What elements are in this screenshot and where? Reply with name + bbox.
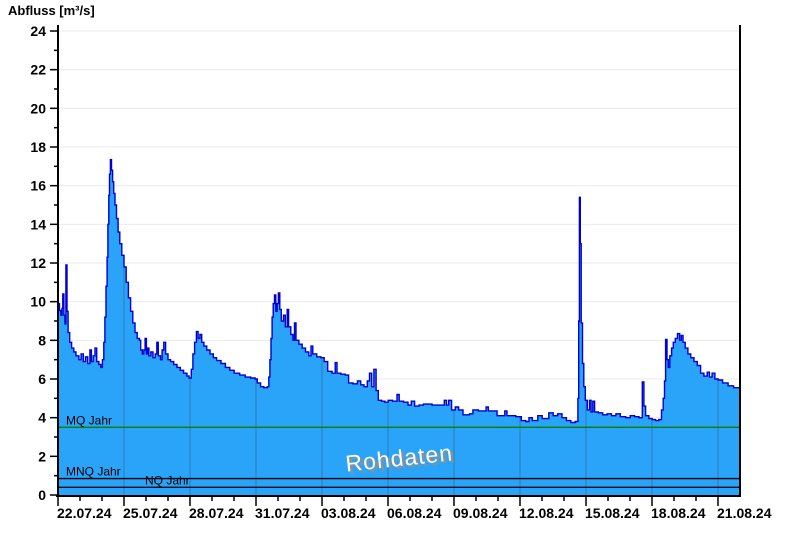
chart-title: Abfluss [m³/s] bbox=[8, 3, 95, 18]
y-tick-label: 2 bbox=[38, 448, 46, 464]
y-tick-label: 20 bbox=[30, 100, 46, 116]
y-tick-label: 10 bbox=[30, 294, 46, 310]
x-tick-label: 18.08.24 bbox=[651, 505, 706, 521]
reference-line-mq-jahr: MQ Jahr bbox=[58, 413, 740, 428]
x-tick-label: 12.08.24 bbox=[519, 505, 574, 521]
y-tick-label: 18 bbox=[30, 139, 46, 155]
reference-line-nq-jahr: NQ Jahr bbox=[58, 473, 740, 488]
reference-line-label: MNQ Jahr bbox=[66, 465, 121, 479]
y-tick-label: 0 bbox=[38, 487, 46, 503]
x-tick-label: 03.08.24 bbox=[321, 505, 376, 521]
y-tick-label: 12 bbox=[30, 255, 46, 271]
x-tick-label: 25.07.24 bbox=[123, 505, 178, 521]
y-tick-label: 6 bbox=[38, 371, 46, 387]
x-tick-label: 28.07.24 bbox=[189, 505, 244, 521]
reference-line-label: MQ Jahr bbox=[66, 413, 112, 427]
reference-line-mnq-jahr: MNQ Jahr bbox=[58, 465, 740, 480]
x-tick-label: 31.07.24 bbox=[255, 505, 310, 521]
y-tick-label: 22 bbox=[30, 62, 46, 78]
y-tick-label: 16 bbox=[30, 178, 46, 194]
x-tick-label: 22.07.24 bbox=[57, 505, 112, 521]
x-tick-label: 06.08.24 bbox=[387, 505, 442, 521]
y-axis-ticks bbox=[50, 30, 57, 496]
reference-line-label: NQ Jahr bbox=[145, 473, 190, 487]
y-tick-label: 14 bbox=[30, 216, 46, 232]
y-tick-label: 24 bbox=[30, 23, 46, 39]
discharge-area-fill bbox=[58, 159, 740, 495]
x-axis-ticks bbox=[57, 497, 719, 506]
y-tick-label: 4 bbox=[38, 410, 46, 426]
x-tick-label: 09.08.24 bbox=[453, 505, 508, 521]
y-tick-label: 8 bbox=[38, 332, 46, 348]
discharge-line bbox=[58, 158, 741, 424]
x-axis-labels: 22.07.24 25.07.24 28.07.24 31.07.24 03.08.24… bbox=[57, 505, 772, 521]
axes-frame bbox=[56, 25, 741, 497]
x-tick-label: 21.08.24 bbox=[717, 505, 772, 521]
x-tick-label: 15.08.24 bbox=[585, 505, 640, 521]
